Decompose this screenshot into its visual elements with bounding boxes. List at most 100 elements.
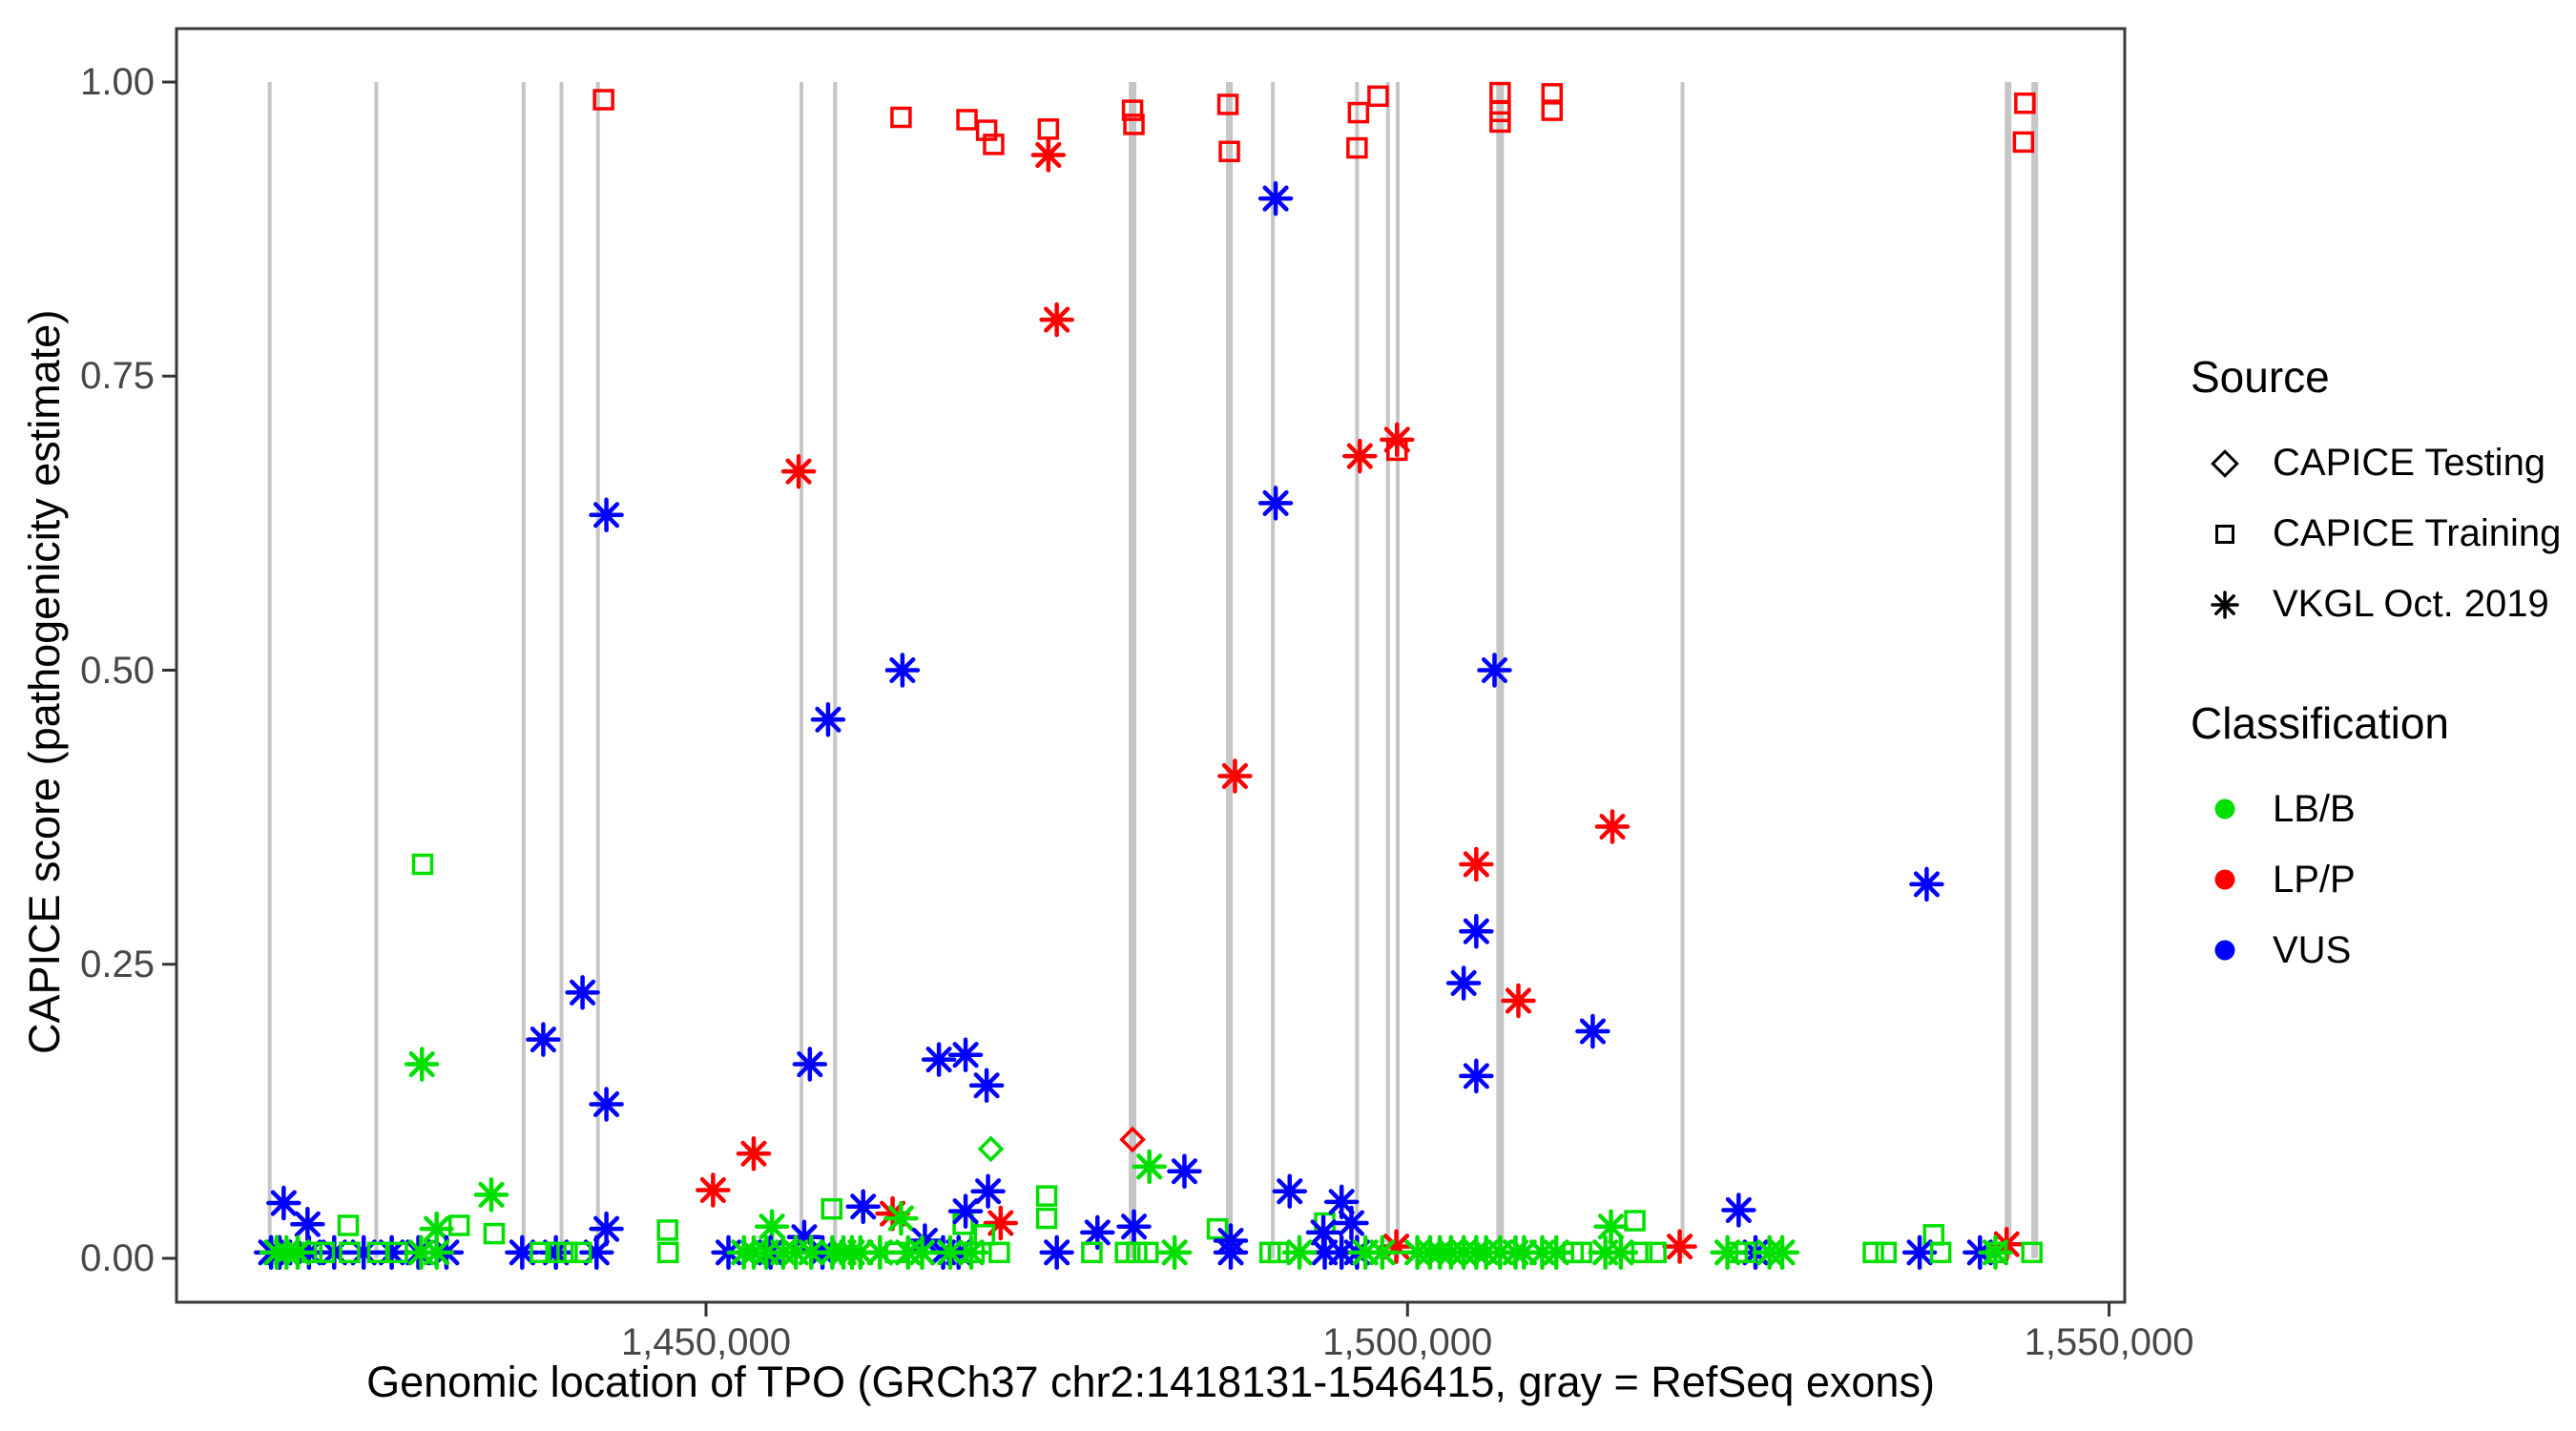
legend-source: Source CAPICE Testing CAPICE Training	[2185, 353, 2566, 640]
x-tick-label: 1,500,000	[1322, 1321, 1493, 1363]
square-marker	[1862, 1241, 1884, 1264]
square-marker	[1123, 114, 1145, 135]
legend-item-capice-training: CAPICE Training	[2185, 499, 2566, 570]
asterisk-marker	[1334, 1205, 1369, 1241]
square-marker	[1367, 85, 1389, 108]
legend-item-lpp: LP/P	[2185, 844, 2566, 915]
asterisk-marker	[1217, 758, 1253, 794]
asterisk-marker	[526, 1022, 561, 1057]
legend-label-capice-training: CAPICE Training	[2273, 512, 2562, 555]
asterisk-marker	[1379, 1229, 1414, 1264]
square-marker	[556, 1241, 578, 1264]
asterisk-marker	[565, 975, 600, 1010]
asterisk-marker	[947, 1193, 984, 1229]
square-marker	[301, 1241, 323, 1264]
asterisk-marker	[907, 1223, 943, 1258]
legend-label-capice-testing: CAPICE Testing	[2273, 442, 2546, 485]
asterisk-marker	[884, 653, 921, 688]
x-axis-title: Genomic location of TPO (GRCh37 chr2:141…	[366, 1358, 1935, 1406]
asterisk-marker	[736, 1136, 772, 1172]
asterisk-marker	[904, 1234, 940, 1271]
asterisk-marker	[1501, 983, 1536, 1019]
asterisk-marker	[1662, 1229, 1697, 1264]
square-marker	[1206, 1217, 1229, 1240]
asterisk-marker	[921, 1042, 957, 1077]
asterisk-marker	[1901, 1234, 1938, 1271]
asterisk-marker	[754, 1209, 790, 1244]
asterisk-marker	[1156, 1234, 1193, 1271]
asterisk-marker	[1721, 1192, 1756, 1228]
asterisk-marker	[419, 1211, 454, 1247]
square-marker	[884, 1241, 906, 1264]
asterisk-marker	[374, 1234, 409, 1271]
square-marker	[1081, 1241, 1103, 1264]
y-tick-label: 0.50	[80, 649, 155, 692]
panel-border	[175, 27, 2127, 1304]
asterisk-marker	[1364, 1234, 1401, 1271]
square-marker	[956, 109, 978, 131]
asterisk-marker	[1305, 1214, 1341, 1251]
square-marker	[447, 1214, 470, 1236]
lpp-dot-icon	[2198, 853, 2252, 906]
asterisk-marker	[1978, 1234, 2013, 1271]
asterisk-marker	[932, 1234, 968, 1271]
asterisk-marker	[696, 1172, 731, 1208]
asterisk-marker	[792, 1047, 828, 1082]
asterisk-marker	[1909, 866, 1944, 902]
square-marker	[1735, 1241, 1756, 1264]
diamond-marker	[1119, 1126, 1146, 1153]
asterisk-marker	[780, 453, 817, 489]
asterisk-marker	[1445, 965, 1482, 1001]
asterisk-marker	[786, 1219, 822, 1255]
asterisk-marker	[1132, 1149, 1167, 1185]
square-icon	[2198, 508, 2252, 561]
asterisk-marker	[1764, 1234, 1800, 1271]
asterisk-marker	[1459, 913, 1494, 949]
asterisk-marker	[794, 1234, 829, 1271]
asterisk-marker	[1459, 1058, 1494, 1094]
asterisk-marker	[1477, 653, 1512, 688]
asterisk-marker	[1538, 1234, 1574, 1271]
square-marker	[890, 106, 912, 129]
square-marker	[592, 89, 614, 111]
square-marker	[1631, 1241, 1653, 1264]
square-marker	[1216, 93, 1239, 115]
square-marker	[1121, 99, 1144, 121]
square-marker	[2021, 1241, 2043, 1264]
square-marker	[313, 1241, 336, 1264]
square-marker	[1489, 111, 1511, 134]
square-marker	[1875, 1241, 1898, 1264]
y-tick-label: 0.25	[80, 943, 155, 985]
square-marker	[530, 1241, 551, 1264]
square-marker	[1126, 1241, 1148, 1264]
asterisk-marker	[1323, 1184, 1360, 1220]
asterisk-marker	[1594, 809, 1631, 844]
legend-label-lpp: LP/P	[2273, 858, 2356, 901]
asterisk-marker	[404, 1047, 440, 1082]
asterisk-marker	[1167, 1153, 1202, 1190]
asterisk-marker	[473, 1177, 509, 1213]
asterisk-marker	[1603, 1234, 1639, 1271]
legend-item-lbb: LB/B	[2185, 774, 2566, 844]
square-marker	[1570, 1241, 1592, 1264]
asterisk-icon	[2198, 578, 2252, 632]
asterisk-marker	[1380, 422, 1415, 458]
square-marker	[1929, 1241, 1952, 1264]
asterisk-marker	[419, 1234, 454, 1271]
asterisk-marker	[1039, 301, 1074, 338]
square-marker	[1037, 118, 1060, 140]
asterisk-marker	[947, 1037, 984, 1072]
asterisk-marker	[968, 1068, 1005, 1103]
asterisk-marker	[970, 1173, 1006, 1209]
asterisk-marker	[589, 1211, 624, 1247]
square-marker	[1922, 1224, 1945, 1246]
square-marker	[545, 1241, 567, 1264]
square-marker	[411, 853, 434, 876]
asterisk-marker	[1281, 1234, 1318, 1271]
asterisk-marker	[1080, 1214, 1115, 1251]
asterisk-marker	[845, 1189, 881, 1224]
asterisk-marker	[589, 1087, 624, 1122]
square-marker	[483, 1222, 506, 1245]
